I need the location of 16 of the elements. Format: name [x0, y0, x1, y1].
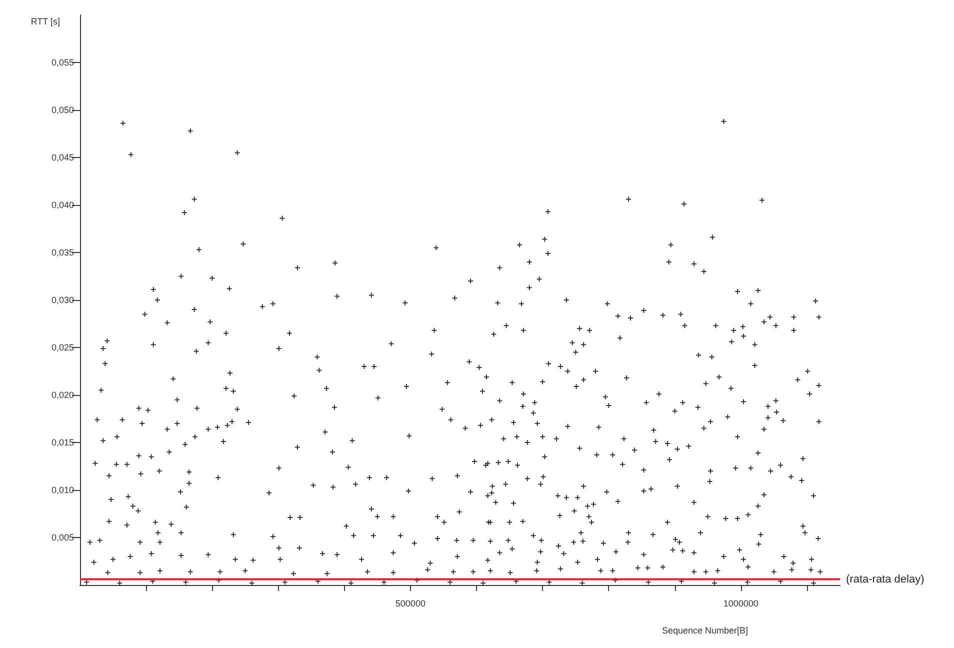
y-tick-label: 0,005 [51, 532, 74, 542]
y-tick-label: 0,015 [51, 438, 74, 448]
y-tick-label: 0,020 [51, 390, 74, 400]
x-tick-label: 1000000 [723, 598, 758, 608]
x-axis-title: Sequence Number[B] [662, 626, 748, 636]
y-tick-label: 0,050 [51, 105, 74, 115]
y-tick-label: 0,035 [51, 248, 74, 258]
y-tick-label: 0,040 [51, 200, 74, 210]
y-tick-label: 0,010 [51, 485, 74, 495]
y-tick-label: 0,030 [51, 295, 74, 305]
y-tick-label: 0,025 [51, 342, 74, 352]
ref-line-label: (rata-rata delay) [846, 573, 924, 586]
y-tick-label: 0,045 [51, 152, 74, 162]
y-axis-title: RTT [s] [30, 16, 60, 26]
y-tick-label: 0,055 [51, 58, 74, 68]
x-tick-label: 500000 [395, 598, 426, 608]
